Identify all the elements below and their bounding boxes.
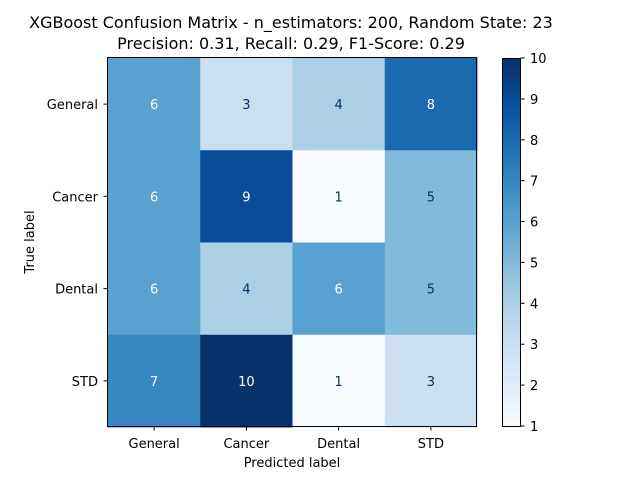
cell-value-label: 4 [242,283,250,298]
cell-value-label: 6 [150,98,158,113]
heatmap-cell [384,58,478,151]
colorbar-tick-label: 6 [530,216,538,231]
heatmap-cell [200,58,293,151]
y-axis-label: True label [23,210,38,274]
heatmap-cell [292,58,386,151]
heatmap-cell [200,242,293,336]
heatmap-cell [108,58,201,151]
y-tick-label: STD [72,375,98,390]
heatmap-cell [108,242,201,336]
cell-value-label: 7 [150,375,158,390]
y-tick-label: Cancer [52,190,98,205]
heatmap-cells [108,58,478,428]
cell-value-label: 5 [427,190,435,205]
colorbar-tick-label: 1 [530,420,538,435]
cell-value-label: 4 [334,98,342,113]
heatmap-cell [384,334,478,428]
heatmap-cell [292,334,386,428]
heatmap-cell [108,150,201,243]
plot-frame [107,57,477,427]
cell-value-label: 3 [427,375,435,390]
cell-value-label: 9 [242,190,250,205]
x-tick-label: STD [418,437,444,452]
heatmap-cell [200,150,293,243]
colorbar-tick-label: 9 [530,93,538,108]
y-tick-label: General [47,98,98,113]
cell-value-label: 1 [334,375,342,390]
cell-value-label: 3 [242,98,250,113]
x-tick-label: Dental [317,437,360,452]
colorbar-tick-label: 4 [530,297,538,312]
x-tick-label: Cancer [223,437,269,452]
heatmap-cell [292,150,386,243]
cell-value-labels: 6 3 4 86 9 1 56 4 6 57 10 1 3 [150,98,435,390]
colorbar-tick-label: 10 [530,52,547,67]
cell-value-label: 5 [427,283,435,298]
colorbar-ticks: 1 2 3 4 5 6 7 8 9 10 [520,52,547,435]
colorbar-tick-label: 8 [530,134,538,149]
cell-value-label: 6 [150,283,158,298]
cell-value-label: 1 [334,190,342,205]
heatmap-cell [384,242,478,336]
x-axis-ticks: General Cancer Dental STD [129,426,444,452]
colorbar-tick-label: 7 [530,175,538,190]
heatmap-cell [200,334,293,428]
cell-value-label: 6 [334,283,342,298]
colorbar-tick-label: 2 [530,379,538,394]
colorbar [502,58,521,427]
y-axis-ticks: General Cancer Dental STD [47,98,108,390]
heatmap-cell [292,242,386,336]
colorbar-tick-label: 3 [530,338,538,353]
heatmap-cell [384,150,478,243]
chart-subtitle: Precision: 0.31, Recall: 0.29, F1-Score:… [117,34,465,53]
x-axis-label: Predicted label [244,456,341,471]
chart-title: XGBoost Confusion Matrix - n_estimators:… [29,13,553,33]
cell-value-label: 10 [238,375,255,390]
x-tick-label: General [129,437,180,452]
y-tick-label: Dental [55,283,98,298]
colorbar-tick-label: 5 [530,256,538,271]
heatmap-cell [108,334,201,428]
cell-value-label: 6 [150,190,158,205]
cell-value-label: 8 [427,98,435,113]
